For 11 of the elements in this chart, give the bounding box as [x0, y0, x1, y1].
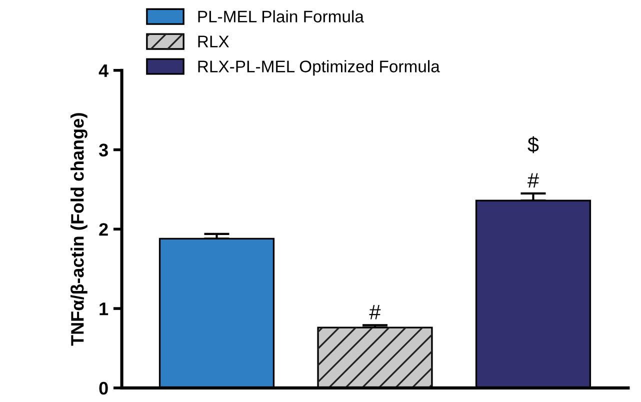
y-tick-label: 4: [98, 64, 108, 77]
legend-label: PL-MEL Plain Formula: [198, 10, 364, 22]
data-label: #: [369, 305, 381, 320]
y-tick-label: 2: [99, 223, 108, 236]
y-tick-label: 0: [99, 382, 108, 395]
legend-label: RLX: [198, 36, 229, 48]
data-label: $ #: [528, 136, 539, 188]
y-tick-label: 1: [100, 302, 108, 316]
y-axis-title: TNFα/β-actin (Fold change): [70, 113, 88, 346]
legend-label: RLX-PL-MEL Optimized Formula: [198, 60, 440, 76]
y-tick-label: 3: [98, 144, 108, 156]
